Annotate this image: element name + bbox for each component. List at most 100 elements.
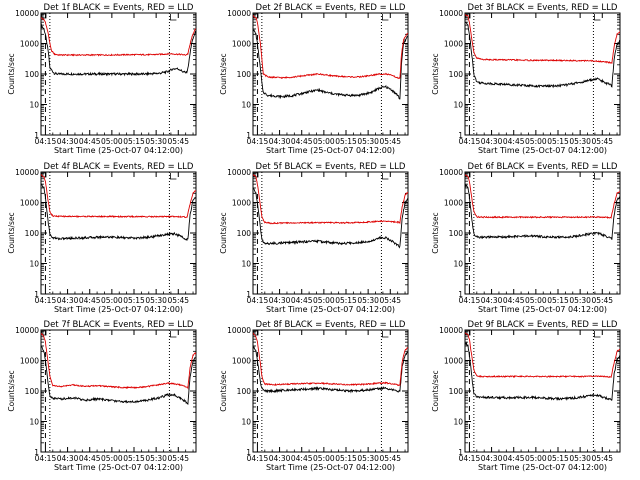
y-tick-label: 1000 <box>20 40 39 49</box>
y-tick-label: 100 <box>25 70 40 79</box>
x-axis-label: Start Time (25-Oct-07 04:12:00) <box>478 463 607 472</box>
y-tick-label: 1000 <box>444 199 463 208</box>
y-tick-label: 10000 <box>227 326 251 335</box>
x-tick-label: 05:30 <box>145 137 167 146</box>
corner-marker-right <box>170 14 177 21</box>
series-events-line <box>253 187 408 249</box>
x-tick-label: 04:30 <box>269 454 291 463</box>
y-tick-label: 1 <box>34 448 39 457</box>
panel-title: Det 7f BLACK = Events, RED = LLD <box>44 320 194 330</box>
y-tick-label: 1 <box>458 131 463 140</box>
chart-panel-4: Det 4f BLACK = Events, RED = LLD 1 10 100 10… <box>7 162 197 314</box>
plot-frame <box>252 171 409 295</box>
x-axis-label: Start Time (25-Oct-07 04:12:00) <box>266 305 395 314</box>
x-tick-label: 05:15 <box>123 454 145 463</box>
y-axis-label: Counts/sec <box>431 212 440 253</box>
y-tick-label: 10000 <box>439 326 463 335</box>
chart-panel-7: Det 7f BLACK = Events, RED = LLD 1 10 100 10… <box>7 320 197 472</box>
series-events-line <box>253 28 408 100</box>
y-tick-label: 10 <box>29 418 39 427</box>
x-tick-label: 04:15 <box>35 454 57 463</box>
chart-panel-9: Det 9f BLACK = Events, RED = LLD 1 10 100 10… <box>431 320 621 472</box>
x-tick-label: 05:00 <box>101 296 123 305</box>
y-tick-label: 100 <box>25 229 40 238</box>
x-tick-label: 04:45 <box>503 454 525 463</box>
y-tick-label: 1 <box>246 290 251 299</box>
y-tick-label: 100 <box>449 70 464 79</box>
x-tick-label: 05:00 <box>525 137 547 146</box>
x-tick-label: 05:30 <box>357 454 379 463</box>
series-lld-line <box>465 174 620 219</box>
y-tick-label: 10 <box>453 101 463 110</box>
corner-marker-right <box>382 173 389 180</box>
series-events-line <box>465 341 620 401</box>
y-axis-label: Counts/sec <box>219 53 228 94</box>
series-lld-line <box>253 174 408 225</box>
x-tick-label: 05:30 <box>357 137 379 146</box>
series-lld-line <box>465 332 620 379</box>
panel-title: Det 3f BLACK = Events, RED = LLD <box>468 3 618 13</box>
x-tick-label: 05:45 <box>379 454 401 463</box>
panel-title: Det 9f BLACK = Events, RED = LLD <box>468 320 618 330</box>
x-tick-label: 05:45 <box>167 137 189 146</box>
x-tick-label: 05:30 <box>569 296 591 305</box>
x-tick-label: 04:30 <box>481 296 503 305</box>
x-axis-label: Start Time (25-Oct-07 04:12:00) <box>54 146 183 155</box>
x-tick-label: 04:30 <box>481 137 503 146</box>
x-tick-label: 05:30 <box>569 454 591 463</box>
corner-marker-right <box>382 14 389 21</box>
y-tick-label: 1000 <box>444 40 463 49</box>
y-tick-label: 1 <box>34 290 39 299</box>
x-tick-label: 05:30 <box>569 137 591 146</box>
panel-title: Det 6f BLACK = Events, RED = LLD <box>468 162 618 172</box>
series-lld-line <box>253 14 408 80</box>
plot-frame <box>40 329 197 453</box>
x-tick-label: 04:45 <box>291 296 313 305</box>
series-lld-line <box>465 14 620 65</box>
y-tick-label: 10000 <box>15 326 39 335</box>
series-events-line <box>253 345 408 394</box>
y-tick-label: 10000 <box>439 168 463 177</box>
series-lld-line <box>41 17 196 57</box>
y-tick-label: 1 <box>458 290 463 299</box>
corner-marker-right <box>594 331 601 338</box>
x-tick-label: 05:30 <box>145 296 167 305</box>
y-tick-label: 10 <box>241 418 251 427</box>
x-tick-label: 05:15 <box>547 137 569 146</box>
y-tick-label: 10000 <box>227 168 251 177</box>
x-tick-label: 04:45 <box>79 137 101 146</box>
x-axis-label: Start Time (25-Oct-07 04:12:00) <box>478 305 607 314</box>
y-tick-label: 1 <box>34 131 39 140</box>
y-tick-label: 100 <box>449 229 464 238</box>
x-tick-label: 05:00 <box>525 454 547 463</box>
x-tick-label: 04:30 <box>269 137 291 146</box>
corner-marker-right <box>170 173 177 180</box>
x-tick-label: 05:15 <box>547 454 569 463</box>
y-tick-label: 1 <box>246 131 251 140</box>
series-lld-line <box>253 332 408 387</box>
series-events-line <box>41 23 196 77</box>
x-tick-label: 05:15 <box>123 296 145 305</box>
plot-frame <box>464 12 621 136</box>
corner-marker-right <box>594 173 601 180</box>
x-tick-label: 04:15 <box>247 137 269 146</box>
y-tick-label: 100 <box>237 229 252 238</box>
y-tick-label: 1 <box>458 448 463 457</box>
x-tick-label: 05:00 <box>101 454 123 463</box>
chart-panel-3: Det 3f BLACK = Events, RED = LLD 1 10 100 10… <box>431 3 621 155</box>
x-tick-label: 05:45 <box>379 137 401 146</box>
x-axis-label: Start Time (25-Oct-07 04:12:00) <box>478 146 607 155</box>
x-axis-label: Start Time (25-Oct-07 04:12:00) <box>266 463 395 472</box>
x-tick-label: 05:15 <box>123 137 145 146</box>
chart-panel-6: Det 6f BLACK = Events, RED = LLD 1 10 100 10… <box>431 162 621 314</box>
chart-panel-2: Det 2f BLACK = Events, RED = LLD 1 10 100 10… <box>219 3 409 155</box>
y-axis-label: Counts/sec <box>7 370 16 411</box>
x-tick-label: 05:00 <box>525 296 547 305</box>
y-axis-label: Counts/sec <box>431 370 440 411</box>
y-tick-label: 10 <box>241 101 251 110</box>
corner-marker-left <box>41 13 47 19</box>
y-tick-label: 10000 <box>15 9 39 18</box>
y-tick-label: 10000 <box>439 9 463 18</box>
x-tick-label: 04:45 <box>79 296 101 305</box>
